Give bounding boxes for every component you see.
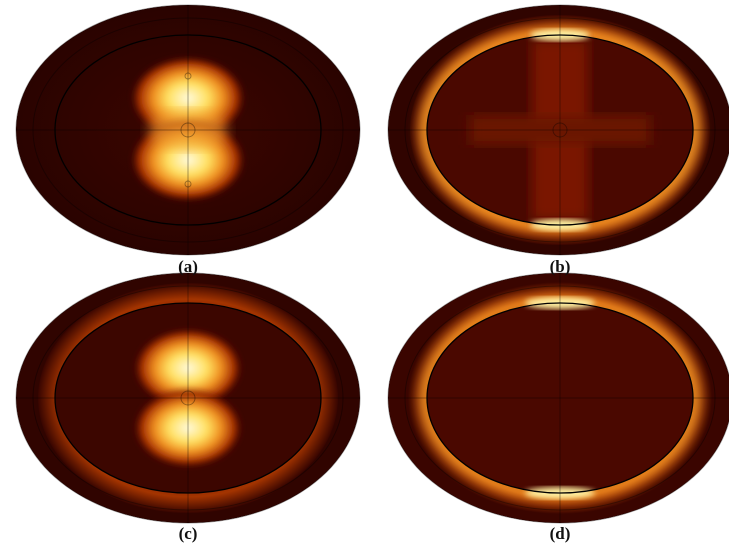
panel-label: (b) bbox=[550, 257, 571, 276]
panel-label: (a) bbox=[178, 257, 198, 276]
panel-d-plot bbox=[388, 273, 729, 523]
panel-label: (c) bbox=[179, 524, 198, 543]
figure: (a) (b) (c) (d) bbox=[0, 0, 729, 545]
panel-c-plot bbox=[16, 273, 360, 523]
panel-b-plot bbox=[388, 5, 729, 255]
panel-label: (d) bbox=[550, 524, 571, 543]
page: (a) (b) (c) (d) (() => { const data = JS… bbox=[0, 0, 729, 545]
panel-a-plot bbox=[16, 5, 360, 255]
